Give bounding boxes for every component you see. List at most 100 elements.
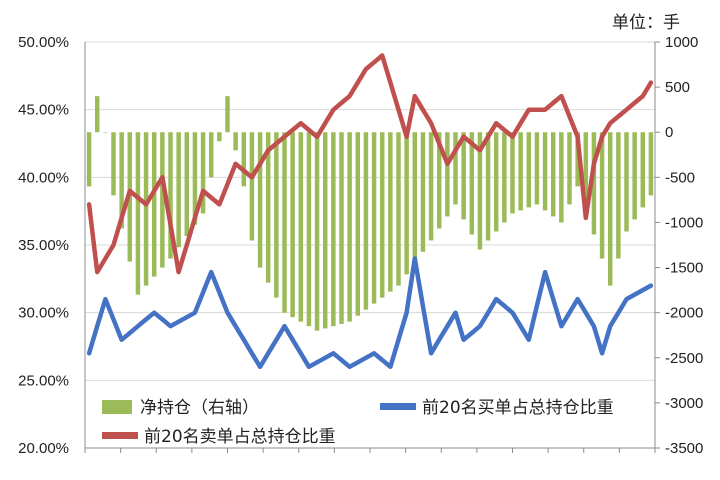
net-position-bar bbox=[453, 132, 458, 205]
net-position-bar bbox=[583, 132, 589, 211]
right-tick-label: -1500 bbox=[665, 260, 703, 277]
left-tick-label: 20.00% bbox=[18, 440, 69, 457]
right-tick-label: 1000 bbox=[665, 34, 698, 51]
net-position-bar bbox=[567, 132, 572, 205]
right-tick-label: -1000 bbox=[665, 214, 703, 231]
net-position-bar bbox=[143, 132, 149, 286]
net-position-bar bbox=[274, 132, 279, 298]
net-position-bar bbox=[616, 132, 621, 259]
net-position-bar bbox=[632, 132, 637, 220]
legend-label-buy-share: 前20名买单占总持仓比重 bbox=[422, 398, 614, 418]
left-tick-label: 40.00% bbox=[18, 169, 69, 186]
net-position-bar bbox=[225, 96, 230, 133]
left-axis: 20.00% 25.00% 30.00% 35.00% 40.00% 45.00% 50.0… bbox=[18, 34, 69, 457]
net-position-bar bbox=[502, 132, 507, 223]
net-position-bar bbox=[298, 132, 304, 322]
left-tick-label: 25.00% bbox=[18, 372, 69, 389]
left-tick-label: 45.00% bbox=[18, 102, 69, 119]
right-axis: -3500 -3000 -2500 -2000 -1500 -1000 -500 0 500 10… bbox=[655, 34, 703, 457]
net-position-bar bbox=[388, 132, 393, 292]
net-position-bar bbox=[363, 132, 369, 310]
legend-label-net-position: 净持仓（右轴） bbox=[140, 398, 259, 418]
net-position-bar bbox=[485, 132, 491, 241]
net-position-bar bbox=[640, 132, 646, 208]
net-position-bar bbox=[493, 132, 499, 232]
net-position-bar bbox=[184, 132, 190, 236]
net-position-bar bbox=[469, 132, 475, 235]
net-position-bar bbox=[111, 132, 116, 196]
net-position-bar bbox=[331, 132, 336, 327]
net-position-bar bbox=[119, 132, 124, 229]
net-position-bar bbox=[168, 132, 173, 259]
net-position-bar bbox=[379, 132, 385, 298]
net-position-bar bbox=[208, 132, 214, 178]
net-position-bar bbox=[518, 132, 523, 211]
net-position-bar bbox=[624, 132, 629, 232]
legend-label-sell-share: 前20名卖单占总持仓比重 bbox=[144, 427, 336, 447]
right-tick-label: -3000 bbox=[665, 395, 703, 412]
net-position-bar bbox=[257, 132, 263, 268]
left-tick-label: 35.00% bbox=[18, 237, 69, 254]
net-position-bar bbox=[103, 132, 108, 133]
legend-swatch-net-position bbox=[102, 400, 132, 414]
series-lines bbox=[86, 53, 654, 370]
net-position-bars bbox=[86, 96, 654, 331]
net-position-bar bbox=[355, 132, 361, 316]
net-position-bar bbox=[591, 132, 597, 235]
net-position-bar bbox=[192, 132, 198, 225]
net-position-bar bbox=[249, 132, 255, 241]
net-position-bar bbox=[607, 132, 613, 286]
net-position-bar bbox=[599, 132, 605, 259]
net-position-bar bbox=[648, 132, 654, 196]
net-position-bar bbox=[160, 132, 165, 268]
net-position-bar bbox=[436, 132, 442, 229]
net-position-bar bbox=[526, 132, 532, 208]
net-position-bar bbox=[404, 132, 409, 275]
left-tick-label: 30.00% bbox=[18, 305, 69, 322]
net-position-bar bbox=[233, 132, 238, 151]
net-position-bar bbox=[461, 132, 466, 220]
net-position-bar bbox=[559, 132, 564, 223]
right-tick-label: -2500 bbox=[665, 350, 703, 367]
net-position-bar bbox=[428, 132, 434, 241]
x-axis bbox=[84, 448, 656, 453]
right-tick-label: 500 bbox=[665, 79, 690, 96]
net-position-bar bbox=[265, 132, 271, 283]
buy-share-line bbox=[86, 256, 654, 370]
net-position-bar bbox=[510, 132, 515, 214]
sell-share-line bbox=[86, 53, 654, 275]
net-position-bar bbox=[314, 132, 320, 331]
right-tick-label: -2000 bbox=[665, 305, 703, 322]
net-position-bar bbox=[550, 132, 556, 217]
net-position-bar bbox=[347, 132, 352, 322]
unit-label: 单位：手 bbox=[612, 13, 680, 33]
net-position-bar bbox=[290, 132, 295, 318]
right-tick-label: -500 bbox=[665, 169, 695, 186]
net-position-bar bbox=[412, 132, 418, 264]
net-position-bar bbox=[200, 132, 206, 214]
net-position-bar bbox=[477, 132, 483, 250]
net-position-bar bbox=[339, 132, 344, 324]
net-position-bar bbox=[151, 132, 157, 277]
net-position-bar bbox=[135, 132, 141, 295]
net-position-bar bbox=[282, 132, 287, 313]
net-position-bar bbox=[542, 132, 548, 211]
legend: 净持仓（右轴） 前20名买单占总持仓比重 前20名卖单占总持仓比重 bbox=[102, 398, 614, 447]
net-position-bar bbox=[420, 132, 426, 252]
net-position-bar bbox=[306, 132, 312, 327]
net-position-bar bbox=[86, 132, 92, 187]
net-position-bar bbox=[241, 132, 247, 187]
net-position-bar bbox=[396, 132, 401, 286]
legend-swatch-sell-share bbox=[102, 432, 138, 439]
net-position-bar bbox=[371, 132, 377, 304]
net-position-bar bbox=[445, 132, 450, 217]
legend-swatch-buy-share bbox=[380, 403, 416, 410]
net-position-bar bbox=[534, 132, 540, 205]
right-tick-label: 0 bbox=[665, 124, 673, 141]
right-tick-label: -3500 bbox=[665, 440, 703, 457]
left-tick-label: 50.00% bbox=[18, 34, 69, 51]
net-position-bar bbox=[217, 132, 222, 142]
net-position-bar bbox=[176, 132, 181, 248]
net-position-bar bbox=[94, 96, 100, 133]
